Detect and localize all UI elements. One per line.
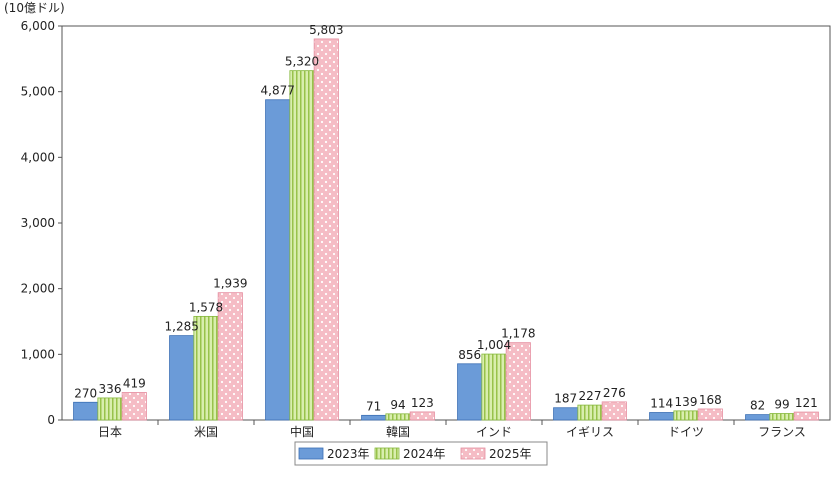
- bar: [649, 412, 675, 421]
- bar: [505, 342, 531, 421]
- data-label: 123: [411, 396, 434, 410]
- data-label: 4,877: [261, 84, 295, 98]
- data-label: 227: [579, 389, 602, 403]
- data-label: 336: [99, 382, 122, 396]
- data-label: 121: [795, 396, 818, 410]
- bar: [361, 414, 387, 421]
- bar: [313, 38, 339, 421]
- legend-swatch: [374, 447, 400, 460]
- x-axis: 日本 米国 中国 韓国 インド イギリス ドイツ フランス: [98, 420, 806, 439]
- y-tick-label: 2,000: [21, 282, 55, 296]
- data-label: 71: [366, 399, 381, 413]
- bar: [673, 410, 699, 421]
- x-tick-label: フランス: [758, 425, 806, 439]
- x-tick-label: 米国: [194, 425, 218, 439]
- y-tick-label: 0: [47, 413, 55, 427]
- data-label: 5,803: [309, 23, 343, 37]
- bar: [697, 408, 723, 421]
- bar: [769, 413, 795, 421]
- data-label: 1,004: [477, 338, 511, 352]
- bar: [577, 404, 603, 421]
- y-tick-label: 6,000: [21, 19, 55, 33]
- data-label: 168: [699, 393, 722, 407]
- y-tick-label: 5,000: [21, 85, 55, 99]
- data-label: 1,178: [501, 327, 535, 341]
- legend-label: 2023年: [327, 447, 370, 461]
- bar: [289, 70, 315, 421]
- bar: [73, 401, 99, 421]
- data-label: 139: [675, 395, 698, 409]
- data-label: 276: [603, 386, 626, 400]
- bar: [265, 99, 291, 421]
- bar: [217, 292, 243, 421]
- bar: [121, 392, 147, 421]
- data-label: 1,578: [189, 300, 223, 314]
- data-label: 82: [750, 399, 765, 413]
- x-tick-label: 中国: [290, 424, 314, 439]
- x-tick-label: 日本: [98, 425, 122, 439]
- y-tick-label: 1,000: [21, 347, 55, 361]
- data-labels: 270 336 419 1,285 1,578 1,939 4,877 5,320 5,803 7…: [74, 23, 818, 413]
- bar: [745, 414, 771, 421]
- data-label: 856: [458, 348, 481, 362]
- data-label: 5,320: [285, 55, 319, 69]
- data-label: 114: [650, 397, 673, 411]
- legend-label: 2025年: [489, 447, 532, 461]
- bar: [793, 411, 819, 421]
- y-tick-label: 3,000: [21, 216, 55, 230]
- legend-label: 2024年: [403, 447, 446, 461]
- legend: 2023年 2024年 2025年: [294, 441, 548, 466]
- legend-swatch: [298, 447, 324, 460]
- x-tick-label: インド: [476, 425, 512, 439]
- data-label: 187: [554, 392, 577, 406]
- data-label: 94: [390, 398, 405, 412]
- bars: [73, 38, 819, 421]
- bar: [169, 335, 195, 421]
- bar: [97, 397, 123, 421]
- bar: [385, 413, 411, 421]
- bar: [553, 407, 579, 421]
- x-tick-label: 韓国: [386, 425, 410, 439]
- bar: [193, 315, 219, 421]
- bar: [601, 401, 627, 421]
- data-label: 270: [74, 386, 97, 400]
- bar: [457, 363, 483, 421]
- data-label: 1,285: [165, 320, 199, 334]
- data-label: 1,939: [213, 277, 247, 291]
- x-tick-label: イギリス: [566, 425, 614, 439]
- bar: [409, 411, 435, 421]
- data-label: 99: [774, 397, 789, 411]
- y-axis: 0 1,000 2,000 3,000 4,000 5,000 6,000: [21, 19, 831, 427]
- y-tick-label: 4,000: [21, 150, 55, 164]
- bar: [481, 353, 507, 421]
- data-label: 419: [123, 376, 146, 390]
- legend-swatch: [460, 447, 486, 460]
- x-tick-label: ドイツ: [668, 425, 704, 439]
- y-axis-unit-label: (10億ドル): [4, 1, 65, 15]
